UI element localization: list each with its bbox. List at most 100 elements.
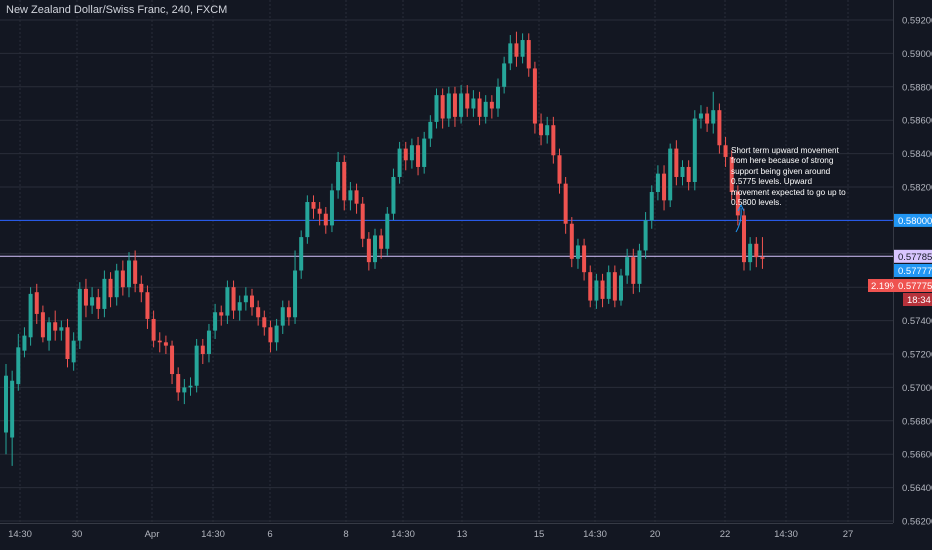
x-tick-label: 22: [720, 529, 731, 540]
candle-body: [237, 302, 242, 311]
candle-body: [348, 190, 353, 201]
candle-body: [446, 93, 451, 119]
candle-body: [305, 202, 310, 238]
candle-body: [459, 93, 464, 117]
candle-body: [588, 272, 593, 301]
candle-body: [342, 161, 347, 201]
candle-body: [299, 237, 304, 271]
x-tick-label: 14:30: [583, 529, 607, 540]
x-tick-label: 6: [267, 529, 272, 540]
candle-body: [90, 297, 95, 306]
candle-body: [674, 148, 679, 177]
candle-body: [34, 292, 39, 314]
candle-body: [600, 280, 605, 299]
tag-resistance-label: 0.58000: [898, 216, 932, 227]
candle-body: [754, 243, 759, 258]
candle-body: [477, 98, 482, 117]
candle-body: [520, 40, 525, 57]
candle-body: [206, 330, 211, 354]
chart-title: New Zealand Dollar/Swiss Franc, 240, FXC…: [6, 4, 228, 16]
candle-body: [539, 123, 544, 136]
candle-body: [502, 63, 507, 87]
candle-body: [250, 295, 254, 308]
candle-body: [323, 213, 328, 226]
x-tick-label: 13: [457, 529, 468, 540]
tag-change-label: 2.19%: [871, 281, 898, 292]
candle-body: [77, 288, 82, 341]
candle-body: [133, 260, 138, 284]
candle-body: [256, 307, 261, 318]
candle-body: [514, 43, 519, 57]
candle-body: [213, 312, 218, 331]
candle-body: [569, 223, 574, 259]
tag-change: [868, 279, 894, 292]
projection-arrow-head: [737, 203, 745, 212]
candle-body: [434, 95, 439, 122]
candle-body: [96, 297, 101, 309]
candle-body: [711, 110, 716, 124]
candles: [4, 31, 765, 466]
candle-body: [643, 220, 648, 251]
x-tick-label: 14:30: [774, 529, 798, 540]
candle-body: [606, 272, 611, 299]
candle-body: [114, 270, 119, 298]
tag-countdown: [903, 293, 932, 306]
candle-body: [532, 68, 537, 124]
candle-body: [120, 270, 125, 288]
candle-body: [594, 280, 599, 301]
candle-body: [53, 322, 58, 331]
candle-body: [163, 342, 168, 346]
candle-body: [286, 307, 291, 318]
candle-body: [692, 118, 697, 182]
candle-body: [274, 325, 279, 343]
candle-body: [182, 387, 187, 393]
candle-body: [649, 192, 654, 221]
y-tick-label: 0.56200: [902, 517, 932, 528]
x-tick-label: 8: [343, 529, 348, 540]
tag-bid: [894, 264, 932, 277]
candle-body: [231, 287, 236, 311]
candle-body: [428, 121, 433, 139]
candle-body: [10, 380, 15, 438]
candle-body: [200, 345, 205, 354]
candle-body: [668, 148, 673, 201]
tag-bid-label: 0.57777: [898, 266, 932, 277]
tag-support: [894, 249, 932, 263]
candle-body: [489, 101, 494, 109]
x-axis: 14:30 30 Apr 14:30 6 8 14:30 13 15 14:30 20 22 14:30…: [8, 529, 853, 540]
x-tick-label: 20: [650, 529, 661, 540]
candle-body: [360, 203, 365, 239]
candle-body: [280, 307, 285, 326]
candle-body: [4, 375, 8, 433]
candle-body: [545, 125, 550, 136]
candle-body: [151, 318, 156, 341]
candle-body: [760, 257, 765, 259]
x-tick-label: 14:30: [391, 529, 415, 540]
candle-body: [157, 340, 162, 343]
x-tick-label: Apr: [145, 529, 160, 540]
candle-body: [416, 145, 421, 167]
candle-body: [662, 173, 667, 201]
candle-body: [508, 43, 513, 64]
candle-body: [742, 215, 746, 263]
candle-body: [71, 340, 76, 363]
candle-body: [145, 292, 150, 319]
candle-body: [440, 95, 445, 119]
candle-body: [496, 86, 500, 109]
candle-body: [329, 190, 334, 226]
candle-body: [655, 173, 660, 193]
candle-body: [557, 155, 562, 184]
candle-body: [575, 245, 580, 259]
candle-body: [336, 161, 341, 191]
candle-body: [631, 257, 636, 284]
candle-body: [354, 190, 359, 204]
